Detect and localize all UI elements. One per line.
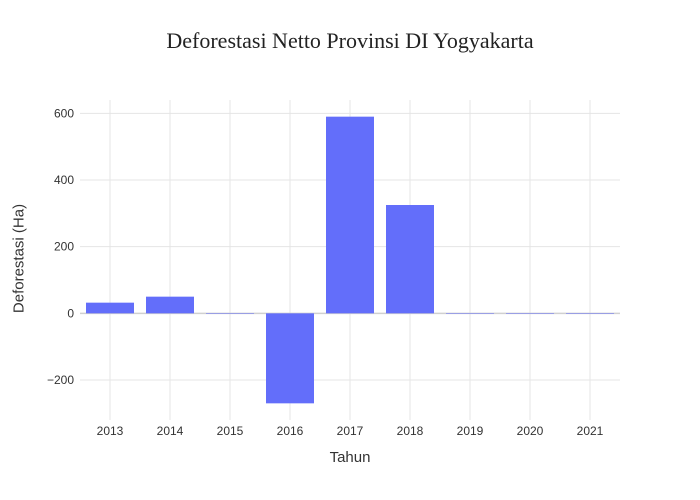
x-tick-label: 2021: [577, 424, 604, 438]
bar-2016[interactable]: [266, 313, 314, 404]
bar-2013[interactable]: [86, 302, 134, 314]
bar-2019[interactable]: [446, 313, 494, 314]
bar-2020[interactable]: [506, 313, 554, 314]
y-tick-label: −200: [47, 373, 74, 387]
bar-2021[interactable]: [566, 313, 614, 314]
y-tick-label: 200: [54, 240, 74, 254]
bar-2015[interactable]: [206, 313, 254, 314]
x-tick-label: 2015: [217, 424, 244, 438]
x-tick-label: 2014: [157, 424, 184, 438]
bar-2017[interactable]: [326, 116, 374, 314]
x-tick-label: 2018: [397, 424, 424, 438]
y-tick-label: 0: [67, 306, 74, 320]
y-tick-label: 600: [54, 106, 74, 120]
x-tick-label: 2016: [277, 424, 304, 438]
y-tick-label: 400: [54, 173, 74, 187]
x-tick-label: 2013: [97, 424, 124, 438]
chart-title: Deforestasi Netto Provinsi DI Yogyakarta: [166, 28, 534, 53]
x-tick-label: 2017: [337, 424, 364, 438]
y-axis-title: Deforestasi (Ha): [10, 203, 28, 314]
bar-2018[interactable]: [386, 205, 434, 314]
x-tick-label: 2020: [517, 424, 544, 438]
x-tick-label: 2019: [457, 424, 484, 438]
x-axis-title: Tahun: [329, 449, 371, 466]
bar-2014[interactable]: [146, 296, 194, 314]
